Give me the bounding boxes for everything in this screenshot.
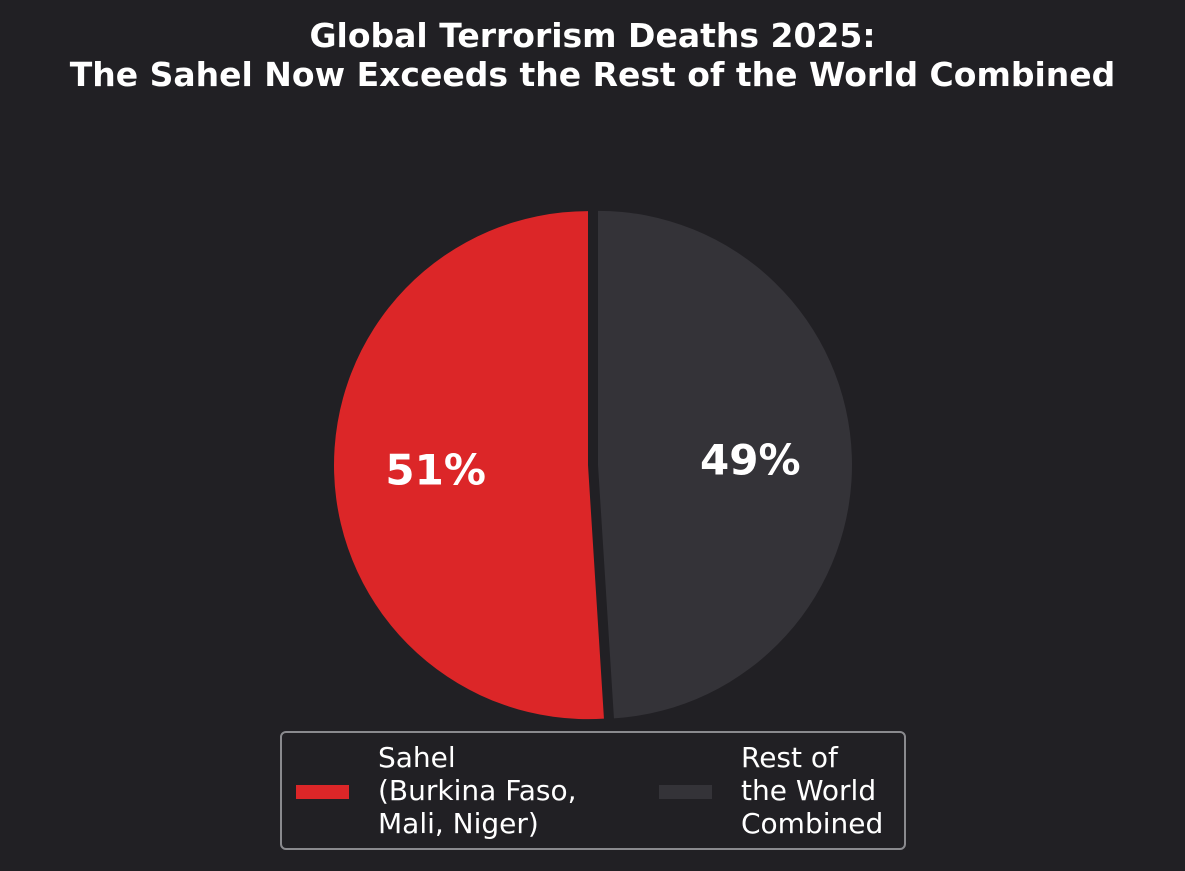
legend-label-sahel-line-3: Mali, Niger) [378,807,539,840]
pie-slice-sahel [334,211,604,720]
legend: Sahel (Burkina Faso, Mali, Niger) Rest o… [280,731,906,850]
legend-swatch-rest-of-world [659,785,712,799]
chart-title-line-2: The Sahel Now Exceeds the Rest of the Wo… [69,55,1116,94]
legend-label-sahel-line-1: Sahel [378,741,456,774]
pie-slice-labels: 51% 49% [385,436,800,495]
legend-label-rest-line-3: Combined [741,807,884,840]
legend-label-rest-line-2: the World [741,774,877,807]
legend-label-sahel: Sahel (Burkina Faso, Mali, Niger) [378,741,577,840]
legend-label-rest-line-1: Rest of [741,741,838,774]
pie-slice-rest-of-world [597,210,852,719]
chart-title-line-1: Global Terrorism Deaths 2025: [309,16,876,55]
pie-slices [334,210,852,720]
legend-label-rest-of-world: Rest of the World Combined [741,741,883,840]
legend-label-sahel-line-2: (Burkina Faso, [378,774,577,807]
pie-label-sahel: 51% [385,445,486,494]
pie-label-rest-of-world: 49% [700,436,801,485]
legend-swatch-sahel [296,785,349,799]
